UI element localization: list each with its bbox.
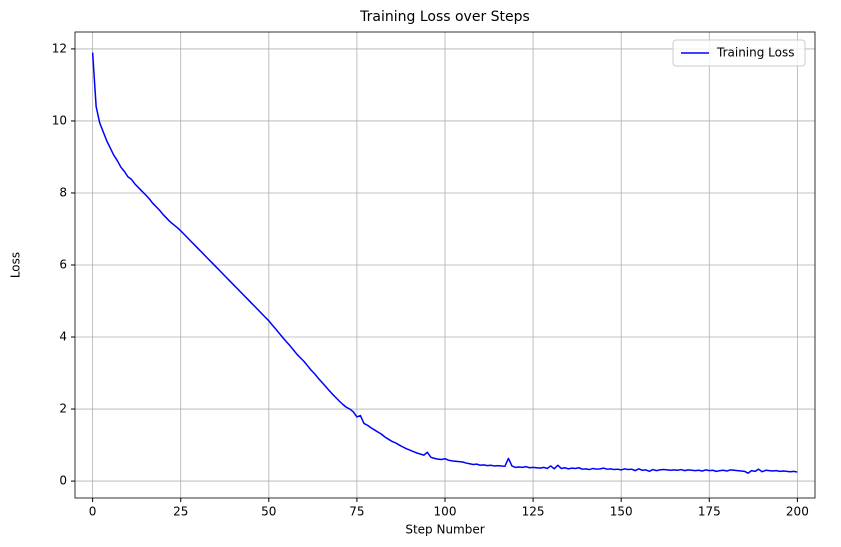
x-tick-label: 25	[173, 505, 188, 519]
y-tick-label: 6	[59, 258, 67, 272]
x-tick-label: 100	[434, 505, 457, 519]
x-tick-label: 125	[522, 505, 545, 519]
x-tick-label: 150	[610, 505, 633, 519]
x-axis-label: Step Number	[405, 523, 484, 537]
y-tick-label: 12	[52, 41, 67, 55]
x-tick-label: 175	[698, 505, 721, 519]
x-tick-label: 75	[349, 505, 364, 519]
y-axis-label: Loss	[9, 252, 23, 278]
legend-box	[672, 39, 806, 67]
y-tick-label: 2	[59, 402, 67, 416]
y-tick-label: 0	[59, 474, 67, 488]
chart-title: Training Loss over Steps	[359, 9, 530, 25]
legend: Training Loss	[672, 39, 806, 67]
x-tick-label: 200	[786, 505, 809, 519]
y-tick-label: 8	[59, 185, 67, 199]
x-tick-label: 0	[89, 505, 97, 519]
plot-area	[91, 52, 798, 474]
grid	[75, 32, 815, 498]
line-series	[91, 52, 798, 474]
y-tick-label: 10	[52, 113, 67, 127]
legend-label: Training Loss	[716, 46, 794, 60]
x-tick-label: 50	[261, 505, 276, 519]
y-tick-label: 4	[59, 330, 67, 344]
